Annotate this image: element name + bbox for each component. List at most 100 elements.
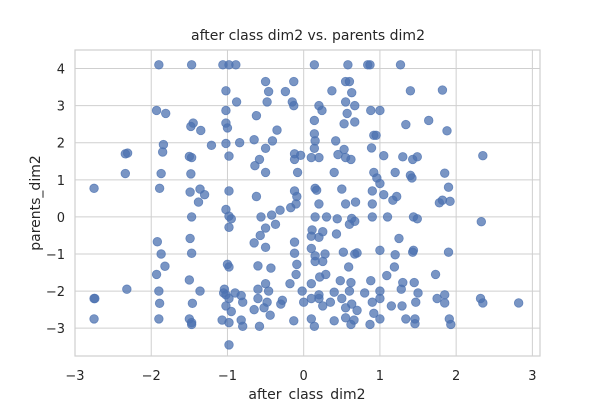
y-tick-label: −3: [46, 322, 65, 337]
scatter-point: [375, 314, 385, 324]
scatter-point: [437, 85, 448, 95]
scatter-point: [410, 319, 420, 329]
scatter-point: [289, 76, 299, 87]
y-tick-label: 4: [57, 63, 65, 78]
scatter-point: [193, 197, 204, 207]
plot-frame: [74, 49, 541, 357]
scatter-point: [314, 152, 324, 163]
scatter-point: [437, 195, 448, 205]
scatter-point: [151, 105, 162, 116]
scatter-point: [236, 290, 246, 301]
scatter-point: [314, 232, 324, 243]
scatter-point: [337, 184, 347, 194]
scatter-point: [430, 269, 441, 280]
scatter-point: [286, 202, 296, 213]
scatter-point: [263, 86, 274, 97]
scatter-point: [359, 288, 370, 298]
scatter-point: [424, 115, 434, 126]
scatter-point: [251, 110, 262, 121]
y-axis-label: parents_dim2: [28, 155, 44, 251]
scatter-point: [309, 321, 320, 332]
scatter-point: [154, 286, 164, 296]
scatter-point: [161, 108, 171, 119]
scatter-point: [394, 233, 404, 244]
scatter-point: [432, 293, 442, 304]
scatter-point: [267, 136, 278, 146]
x-tick-label: −3: [65, 369, 84, 384]
scatter-point: [151, 269, 162, 280]
y-tick-labels: −3 −2 −1 0 1 2 3 4: [46, 63, 65, 338]
scatter-point: [401, 119, 411, 130]
scatter-point: [367, 186, 377, 196]
scatter-point: [310, 212, 320, 222]
scatter-point: [350, 117, 360, 127]
scatter-point: [513, 298, 524, 308]
scatter-point: [154, 60, 164, 70]
scatter-point: [291, 269, 301, 280]
scatter-point: [262, 97, 272, 107]
scatter-point: [89, 183, 99, 194]
scatter-point: [375, 105, 385, 116]
scatter-point: [185, 233, 195, 244]
scatter-point: [224, 222, 234, 232]
scatter-point: [250, 161, 260, 171]
scatter-point: [309, 115, 320, 126]
x-axis-label: after_class_dim2: [248, 387, 365, 400]
scatter-point: [221, 105, 231, 116]
scatter-point: [224, 340, 234, 350]
scatter-point: [195, 286, 205, 296]
scatter-point: [120, 168, 131, 179]
scatter-point: [260, 167, 271, 178]
scatter-point: [344, 286, 355, 296]
scatter-point: [347, 87, 357, 98]
scatter-point: [224, 262, 234, 272]
scatter-point: [226, 306, 236, 317]
scatter-point: [265, 310, 275, 320]
x-tick-labels: −3 −2 −1 0 1 2 3: [65, 369, 536, 384]
scatter-point: [309, 60, 320, 70]
scatter-point: [329, 287, 339, 297]
scatter-point: [367, 212, 377, 222]
scatter-point: [314, 199, 324, 209]
scatter-point: [395, 60, 406, 70]
scatter-point: [365, 319, 375, 330]
scatter-point: [445, 196, 455, 207]
scatter-point: [412, 152, 422, 162]
scatter-point: [338, 247, 349, 257]
scatter-point: [270, 219, 281, 230]
scatter-point: [260, 242, 271, 253]
scatter-point: [478, 298, 488, 308]
scatter-point: [401, 314, 411, 324]
scatter-point: [221, 138, 231, 149]
scatter-point: [160, 261, 170, 271]
scatter-point: [366, 105, 376, 116]
scatter-point: [280, 86, 291, 97]
scatter-point: [156, 249, 166, 259]
scatter-point: [405, 86, 416, 96]
scatter-point: [382, 270, 392, 281]
data-points: [89, 60, 524, 350]
scatter-point: [306, 278, 317, 289]
scatter-point: [199, 189, 210, 200]
scatter-point: [224, 186, 234, 196]
scatter-point: [226, 214, 236, 224]
scatter-point: [260, 223, 271, 233]
scatter-point: [221, 86, 231, 96]
scatter-point: [231, 97, 242, 107]
scatter-point: [412, 214, 422, 224]
x-tick-label: −1: [218, 369, 237, 384]
scatter-point: [222, 123, 233, 133]
scatter-point: [255, 230, 265, 241]
scatter-point: [297, 286, 307, 296]
y-tick-label: −1: [46, 248, 65, 263]
scatter-point: [350, 100, 360, 111]
scatter-point: [350, 197, 361, 207]
scatter-point: [251, 191, 262, 202]
scatter-point: [249, 304, 259, 315]
scatter-point: [285, 278, 295, 289]
scatter-point: [254, 321, 265, 332]
scatter-point: [335, 276, 345, 286]
scatter-point: [327, 86, 337, 96]
scatter-point: [186, 169, 196, 179]
scatter-point: [186, 319, 197, 330]
